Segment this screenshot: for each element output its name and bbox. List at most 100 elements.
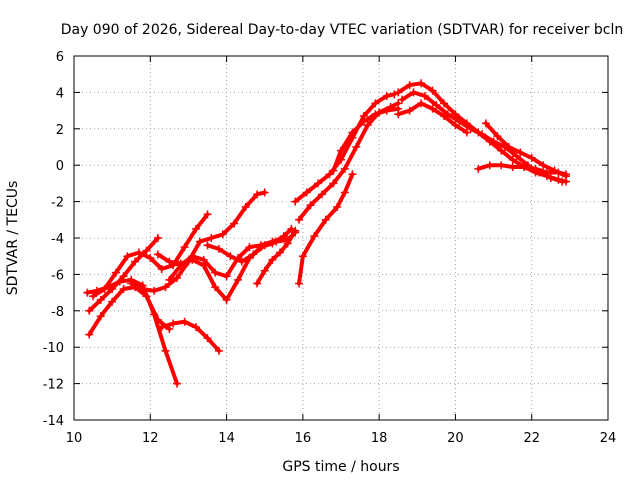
data-point-marker — [382, 106, 391, 115]
data-point-marker — [325, 170, 334, 179]
data-point-marker — [138, 284, 147, 293]
data-point-marker — [295, 279, 304, 288]
data-point-marker — [306, 201, 315, 210]
data-point-marker — [394, 110, 403, 119]
series-track-17 — [394, 99, 471, 137]
data-point-marker — [96, 312, 105, 321]
data-point-marker — [161, 346, 170, 355]
y-tick-label: 4 — [56, 86, 64, 101]
data-point-marker — [462, 128, 471, 137]
data-point-marker — [340, 188, 349, 197]
data-point-marker — [108, 297, 117, 306]
series-track-4 — [85, 234, 162, 315]
data-point-marker — [199, 261, 208, 270]
data-point-marker — [172, 274, 181, 283]
data-point-marker — [333, 203, 342, 212]
y-tick-label: -6 — [51, 268, 64, 283]
data-point-marker — [359, 117, 368, 126]
data-point-marker — [508, 155, 517, 164]
data-point-marker — [405, 106, 414, 115]
data-point-marker — [485, 161, 494, 170]
data-point-marker — [230, 219, 239, 228]
data-point-marker — [127, 279, 136, 288]
data-point-marker — [85, 306, 94, 315]
x-tick-label: 12 — [142, 431, 159, 446]
data-point-marker — [165, 257, 174, 266]
series-line — [483, 121, 568, 179]
data-point-marker — [546, 173, 555, 182]
x-tick-label: 20 — [447, 431, 464, 446]
data-point-marker — [226, 252, 235, 261]
data-point-marker — [432, 101, 441, 110]
data-point-marker — [142, 246, 151, 255]
data-point-marker — [207, 234, 216, 242]
data-point-marker — [218, 230, 227, 239]
data-point-marker — [390, 90, 399, 99]
data-point-marker — [508, 163, 517, 172]
data-point-marker — [321, 215, 330, 224]
data-point-marker — [394, 88, 403, 97]
data-point-marker — [550, 166, 559, 175]
data-point-marker — [337, 146, 345, 155]
data-point-marker — [398, 95, 407, 104]
data-point-marker — [371, 99, 380, 108]
data-point-marker — [527, 153, 536, 162]
data-point-marker — [203, 334, 212, 343]
series-track-8 — [153, 224, 296, 304]
data-point-marker — [142, 292, 151, 301]
data-point-marker — [504, 143, 513, 151]
data-point-marker — [165, 275, 174, 284]
data-point-marker — [157, 323, 166, 332]
data-point-marker — [310, 232, 319, 241]
data-point-marker — [119, 284, 128, 293]
y-tick-label: -8 — [51, 305, 64, 320]
data-point-marker — [260, 266, 269, 275]
data-point-marker — [153, 250, 162, 259]
data-point-marker — [96, 295, 105, 304]
data-point-marker — [100, 284, 109, 293]
y-tick-label: 2 — [56, 123, 64, 138]
data-point-marker — [382, 92, 391, 101]
data-point-marker — [237, 257, 246, 266]
data-point-marker — [123, 252, 132, 261]
series-track-11 — [295, 170, 357, 288]
data-point-marker — [481, 119, 490, 128]
series-track-13 — [295, 99, 403, 224]
data-point-marker — [497, 146, 506, 155]
data-point-marker — [188, 255, 197, 264]
data-point-marker — [119, 272, 128, 281]
data-point-marker — [245, 243, 254, 252]
data-point-marker — [268, 255, 277, 264]
data-point-marker — [161, 283, 170, 292]
data-point-marker — [542, 168, 551, 177]
data-point-marker — [203, 241, 212, 250]
x-axis-label: GPS time / hours — [282, 459, 399, 475]
series-line — [159, 319, 221, 353]
data-point-marker — [153, 234, 162, 242]
data-point-marker — [234, 275, 243, 284]
y-tick-label: 0 — [56, 159, 64, 174]
data-point-marker — [417, 79, 426, 88]
x-tick-label: 22 — [523, 431, 540, 446]
series-track-19 — [481, 119, 571, 181]
data-point-marker — [329, 166, 338, 175]
data-point-marker — [253, 190, 262, 199]
y-axis-label: SDTVAR / TECUs — [5, 181, 21, 296]
data-point-marker — [192, 323, 201, 332]
data-point-marker — [558, 177, 567, 186]
data-point-marker — [83, 288, 92, 297]
data-point-marker — [295, 215, 304, 224]
data-point-marker — [260, 188, 269, 197]
data-point-marker — [512, 152, 521, 161]
data-point-marker — [363, 121, 372, 130]
series-line — [293, 92, 397, 204]
x-tick-label: 10 — [66, 431, 83, 446]
data-point-marker — [340, 164, 349, 173]
data-point-marker — [291, 197, 300, 206]
data-point-marker — [275, 248, 284, 257]
data-point-marker — [348, 128, 357, 137]
data-point-marker — [329, 179, 338, 188]
data-point-marker — [439, 99, 448, 108]
data-point-marker — [348, 170, 357, 179]
data-point-marker — [222, 272, 231, 281]
